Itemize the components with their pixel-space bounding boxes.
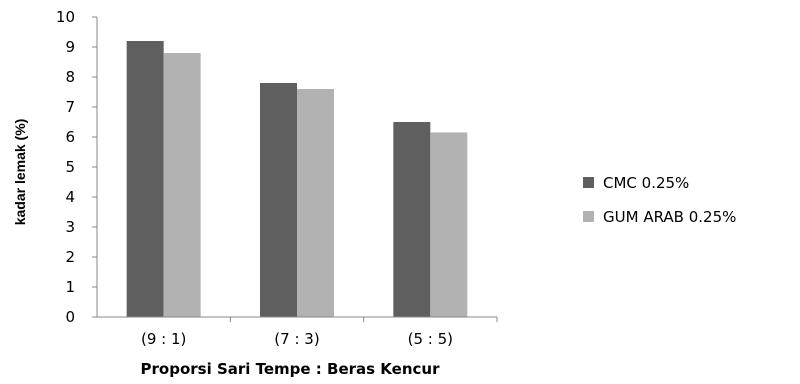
bar-gum-arab bbox=[163, 53, 201, 317]
y-tick-label: 0 bbox=[65, 308, 75, 326]
x-category-label: (9 : 1) bbox=[141, 330, 186, 348]
y-tick-label: 8 bbox=[65, 68, 75, 86]
bar-cmc bbox=[393, 122, 431, 317]
bar-cmc bbox=[260, 83, 297, 317]
legend: CMC 0.25% GUM ARAB 0.25% bbox=[583, 174, 736, 226]
legend-swatch bbox=[583, 211, 594, 222]
bar-gum-arab bbox=[430, 132, 468, 317]
y-tick-label: 4 bbox=[65, 188, 75, 206]
x-axis-title: Proporsi Sari Tempe : Beras Kencur bbox=[141, 360, 441, 378]
legend-label: GUM ARAB 0.25% bbox=[603, 208, 736, 226]
bar-cmc bbox=[126, 41, 164, 317]
bar-gum-arab bbox=[297, 89, 334, 317]
x-axis-ticks: (9 : 1) (7 : 3) (5 : 5) bbox=[141, 317, 498, 348]
y-axis-title: kadar lemak (%) bbox=[12, 119, 28, 226]
x-category-label: (7 : 3) bbox=[274, 330, 319, 348]
y-axis-ticks: 0 1 2 3 4 5 6 7 8 9 10 bbox=[56, 8, 97, 326]
x-category-label: (5 : 5) bbox=[408, 330, 453, 348]
y-tick-label: 10 bbox=[56, 8, 75, 26]
y-tick-label: 2 bbox=[65, 248, 75, 266]
y-tick-label: 6 bbox=[65, 128, 75, 146]
legend-swatch bbox=[583, 177, 594, 188]
y-tick-label: 3 bbox=[65, 218, 75, 236]
y-tick-label: 5 bbox=[65, 158, 75, 176]
y-tick-label: 7 bbox=[65, 98, 75, 116]
y-tick-label: 1 bbox=[65, 278, 75, 296]
legend-label: CMC 0.25% bbox=[603, 174, 689, 192]
y-tick-label: 9 bbox=[65, 38, 75, 56]
bars-layer bbox=[126, 41, 468, 317]
